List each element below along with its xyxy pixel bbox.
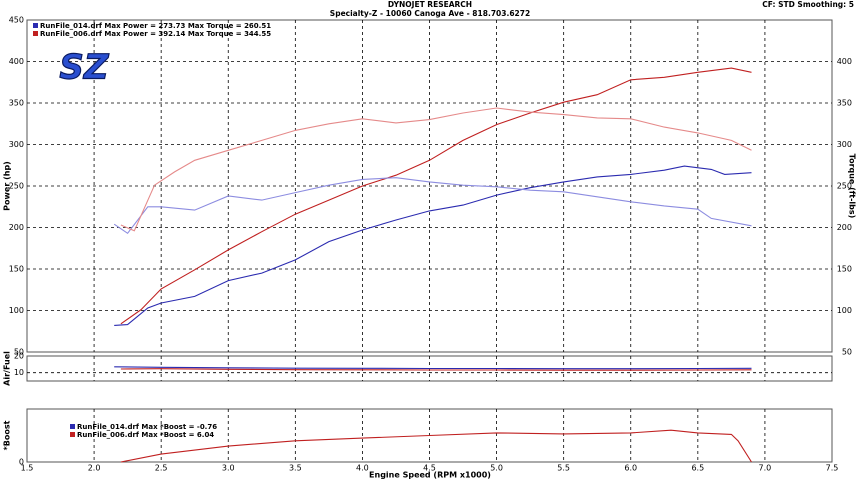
- x-tick-label: 1.5: [21, 464, 34, 473]
- y2-tick-label: 250: [837, 182, 852, 191]
- x-tick-label: 4.0: [356, 464, 369, 473]
- x-tick-label: 5.0: [490, 464, 503, 473]
- y-axis-title: Air/Fuel: [3, 351, 12, 386]
- y-tick-label: 200: [9, 223, 24, 232]
- y2-tick-label: 400: [837, 57, 852, 66]
- subtitle: Specialty-Z - 10060 Canoga Ave - 818.703…: [330, 9, 530, 18]
- legend-swatch: [33, 23, 38, 28]
- y-tick-label: 10: [14, 368, 24, 377]
- x-tick-label: 3.0: [222, 464, 235, 473]
- x-tick-label: 2.0: [88, 464, 101, 473]
- legend-text: RunFile_014.drf Max Power = 273.73 Max T…: [40, 22, 271, 30]
- series-line: [114, 165, 752, 326]
- y2-tick-label: 200: [837, 223, 852, 232]
- y-tick-label: 50: [14, 348, 24, 357]
- y2-axis-title: Torque (ft-lbs): [848, 154, 857, 219]
- series-line: [113, 177, 752, 235]
- y-tick-label: 450: [9, 16, 24, 25]
- title: DYNOJET RESEARCH: [388, 0, 472, 9]
- x-tick-label: 7.0: [759, 464, 772, 473]
- y2-tick-label: 100: [837, 306, 852, 315]
- legend-text: RunFile_006.drf Max *Boost = 6.04: [77, 431, 214, 439]
- x-tick-label: 5.5: [557, 464, 570, 473]
- y-tick-label: 20: [14, 352, 24, 361]
- x-tick-label: 3.5: [289, 464, 302, 473]
- x-tick-label: 2.5: [155, 464, 168, 473]
- y-tick-label: 350: [9, 99, 24, 108]
- y2-tick-label: 50: [842, 348, 852, 357]
- y-axis-title: *Boost: [3, 420, 12, 450]
- legend-swatch: [33, 31, 38, 36]
- y-tick-label: 150: [9, 265, 24, 274]
- x-axis-title: Engine Speed (RPM x1000): [369, 471, 491, 479]
- series-line: [114, 366, 752, 370]
- y-tick-label: 250: [9, 182, 24, 191]
- y-tick-label: 0: [19, 458, 24, 467]
- series-line: [120, 368, 752, 371]
- y2-tick-label: 300: [837, 140, 852, 149]
- y-tick-label: 100: [9, 306, 24, 315]
- logo: SZ: [59, 48, 109, 88]
- x-tick-label: 6.5: [691, 464, 704, 473]
- series-line: [120, 67, 752, 325]
- settings: CF: STD Smoothing: 5: [762, 0, 854, 9]
- y-axis-title: Power (hp): [3, 161, 12, 211]
- series-line: [120, 107, 752, 232]
- series-line: [120, 429, 752, 463]
- x-tick-label: 4.5: [423, 464, 436, 473]
- x-tick-label: 6.0: [624, 464, 637, 473]
- legend-swatch: [70, 424, 75, 429]
- legend-text: RunFile_014.drf Max *Boost = -0.76: [77, 423, 217, 431]
- x-tick-label: 7.5: [826, 464, 839, 473]
- y2-tick-label: 350: [837, 99, 852, 108]
- y-tick-label: 400: [9, 57, 24, 66]
- legend-swatch: [70, 432, 75, 437]
- y2-tick-label: 150: [837, 265, 852, 274]
- legend-text: RunFile_006.drf Max Power = 392.14 Max T…: [40, 30, 271, 38]
- y-tick-label: 300: [9, 140, 24, 149]
